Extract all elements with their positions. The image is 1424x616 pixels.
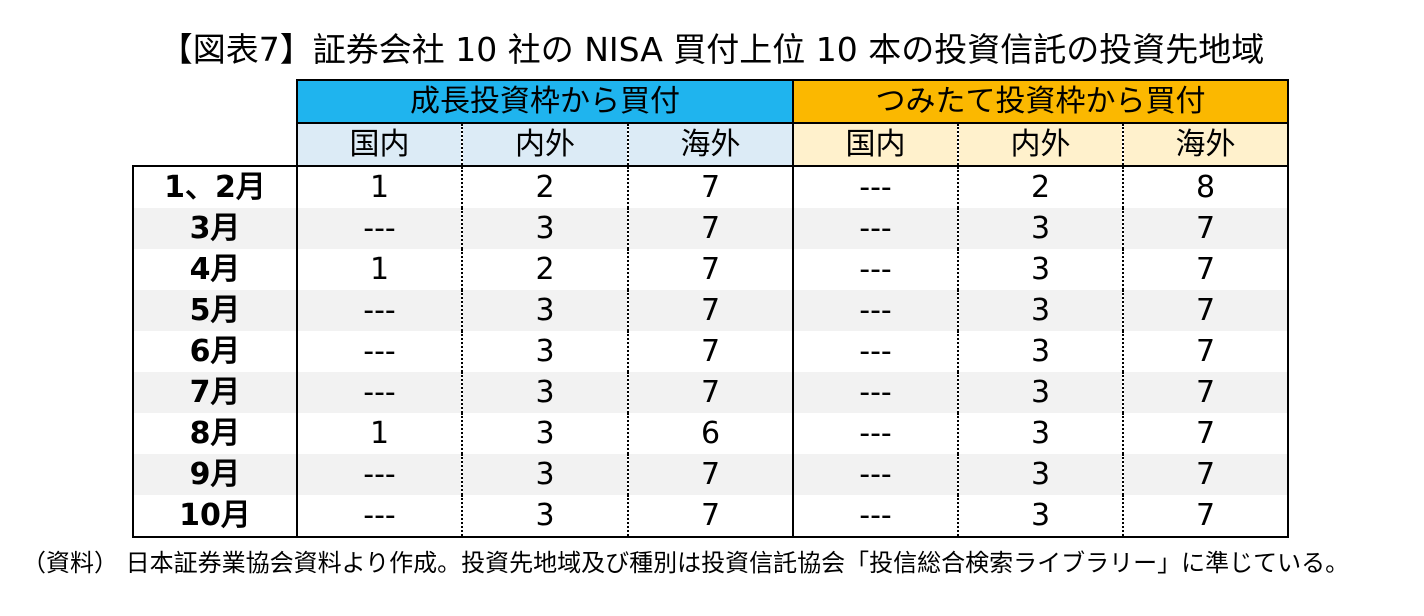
- group-header-row: 成長投資枠から買付 つみたて投資枠から買付: [133, 79, 1290, 124]
- month-label: 8月: [132, 413, 298, 454]
- value-cell: 7: [628, 290, 795, 331]
- table-row: 9月 --- 3 7 --- 3 7: [132, 454, 1290, 495]
- value-cell: ---: [297, 495, 462, 538]
- table-row: 10月 --- 3 7 --- 3 7: [132, 495, 1290, 538]
- sub-header-3: 国内: [793, 123, 959, 167]
- source-note: （資料） 日本証券業協会資料より作成。投資先地域及び種別は投資信託協会「投信総合…: [22, 549, 1350, 577]
- value-cell: 7: [628, 372, 795, 413]
- value-cell: 3: [461, 454, 629, 495]
- month-label: 3月: [132, 208, 298, 249]
- value-cell: ---: [793, 454, 959, 495]
- figure-title: 【図表7】証券会社 10 社の NISA 買付上位 10 本の投資信託の投資先地…: [159, 30, 1265, 69]
- table-row: 1、2月 1 2 7 --- 2 8: [132, 165, 1290, 208]
- value-cell: ---: [297, 331, 462, 372]
- value-cell: 7: [628, 454, 795, 495]
- sub-header-0: 国内: [296, 123, 462, 167]
- value-cell: 1: [297, 249, 462, 290]
- value-cell: 7: [1123, 413, 1290, 454]
- value-cell: 3: [461, 372, 629, 413]
- value-cell: 7: [1123, 249, 1290, 290]
- value-cell: ---: [297, 208, 462, 249]
- value-cell: 3: [957, 290, 1125, 331]
- value-cell: 3: [957, 495, 1125, 538]
- table-row: 3月 --- 3 7 --- 3 7: [132, 208, 1290, 249]
- value-cell: 1: [297, 413, 462, 454]
- table-row: 8月 1 3 6 --- 3 7: [132, 413, 1290, 454]
- value-cell: 8: [1123, 166, 1290, 208]
- value-cell: 7: [1123, 372, 1290, 413]
- value-cell: 7: [628, 249, 795, 290]
- sub-header-1: 内外: [461, 123, 629, 167]
- value-cell: 2: [957, 166, 1125, 208]
- value-cell: 2: [461, 249, 629, 290]
- value-cell: 7: [1123, 290, 1290, 331]
- month-label: 7月: [132, 372, 298, 413]
- value-cell: ---: [297, 372, 462, 413]
- value-cell: 7: [628, 208, 795, 249]
- value-cell: 7: [1123, 454, 1290, 495]
- table-row: 6月 --- 3 7 --- 3 7: [132, 331, 1290, 372]
- month-label: 9月: [132, 454, 298, 495]
- table-row: 5月 --- 3 7 --- 3 7: [132, 290, 1290, 331]
- value-cell: 3: [957, 331, 1125, 372]
- table-row: 4月 1 2 7 --- 3 7: [132, 249, 1290, 290]
- sub-header-5: 海外: [1123, 123, 1290, 167]
- value-cell: ---: [793, 290, 959, 331]
- value-cell: 3: [957, 413, 1125, 454]
- month-label: 6月: [132, 331, 298, 372]
- corner-cell: [133, 80, 297, 123]
- table-row: 7月 --- 3 7 --- 3 7: [132, 372, 1290, 413]
- value-cell: 7: [628, 495, 795, 538]
- value-cell: 3: [461, 495, 629, 538]
- value-cell: 3: [957, 372, 1125, 413]
- month-label: 4月: [132, 249, 298, 290]
- value-cell: 1: [297, 166, 462, 208]
- sub-header-2: 海外: [628, 123, 795, 167]
- value-cell: 3: [461, 331, 629, 372]
- value-cell: 3: [461, 290, 629, 331]
- value-cell: 2: [461, 166, 629, 208]
- value-cell: 7: [1123, 208, 1290, 249]
- group-header-growth: 成長投資枠から買付: [295, 79, 795, 124]
- group-header-tsumitate: つみたて投資枠から買付: [792, 79, 1290, 124]
- value-cell: ---: [297, 290, 462, 331]
- sub-header-row: 国内 内外 海外 国内 内外 海外: [133, 123, 1290, 167]
- value-cell: ---: [793, 372, 959, 413]
- value-cell: ---: [793, 166, 959, 208]
- corner-cell: [133, 123, 297, 167]
- data-table: 成長投資枠から買付 つみたて投資枠から買付 国内 内外 海外 国内 内外 海外 1、2月 1 2 7-…: [132, 79, 1290, 538]
- value-cell: ---: [297, 454, 462, 495]
- value-cell: 7: [1123, 495, 1290, 538]
- value-cell: 3: [461, 413, 629, 454]
- month-label: 1、2月: [132, 165, 298, 208]
- value-cell: 7: [628, 331, 795, 372]
- month-label: 10月: [132, 495, 298, 538]
- sub-header-4: 内外: [957, 123, 1125, 167]
- value-cell: 7: [1123, 331, 1290, 372]
- value-cell: ---: [793, 413, 959, 454]
- value-cell: ---: [793, 495, 959, 538]
- value-cell: 3: [461, 208, 629, 249]
- value-cell: 3: [957, 249, 1125, 290]
- value-cell: 6: [628, 413, 795, 454]
- month-label: 5月: [132, 290, 298, 331]
- value-cell: ---: [793, 249, 959, 290]
- value-cell: 3: [957, 454, 1125, 495]
- value-cell: ---: [793, 208, 959, 249]
- value-cell: ---: [793, 331, 959, 372]
- value-cell: 7: [628, 166, 795, 208]
- value-cell: 3: [957, 208, 1125, 249]
